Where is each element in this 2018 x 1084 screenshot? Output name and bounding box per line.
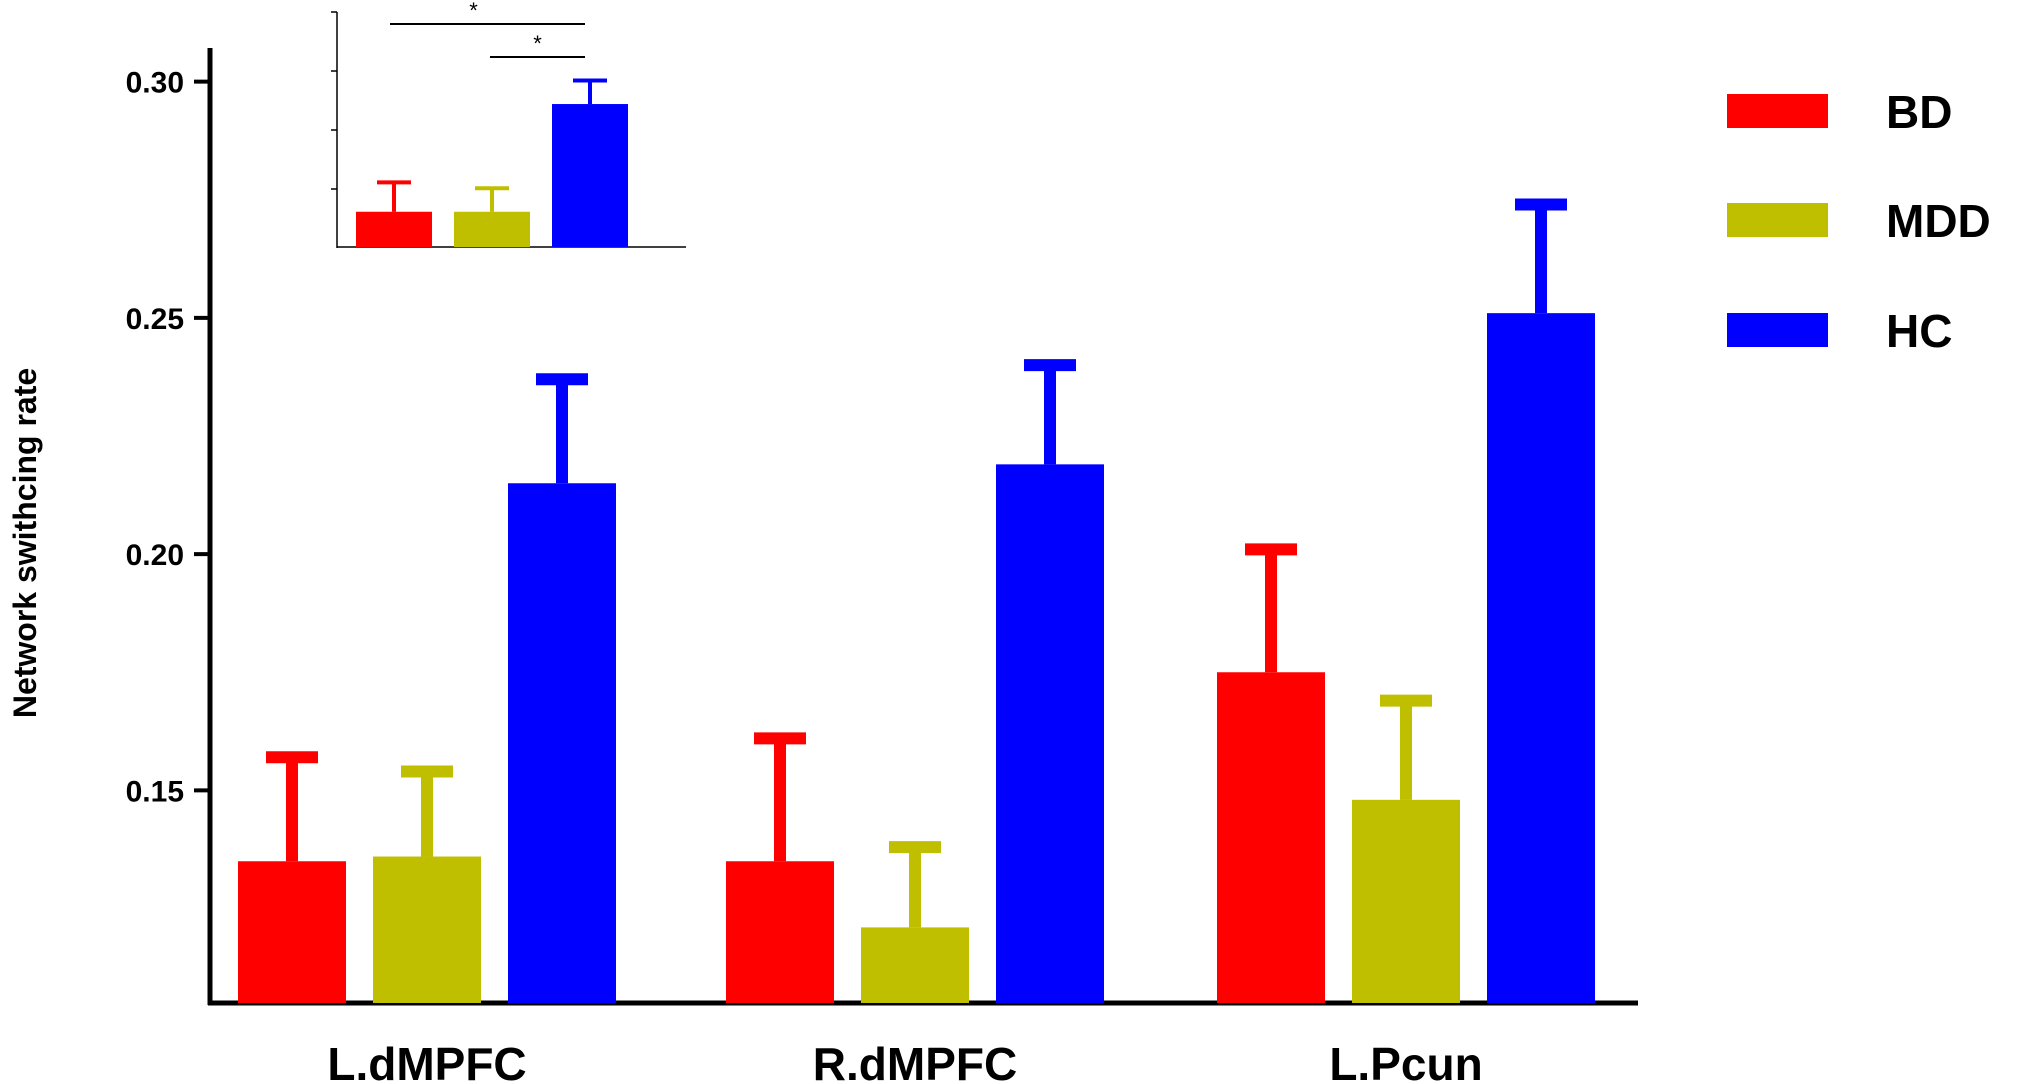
- legend-swatch-hc: [1727, 313, 1828, 347]
- y-tick-label: 0.25: [126, 303, 184, 336]
- bar-mdd: [373, 856, 481, 1003]
- y-tick-label: 0.15: [126, 775, 184, 808]
- inset-bar-mdd: [454, 211, 530, 247]
- y-tick-label: 0.20: [126, 539, 184, 572]
- bar-bd: [726, 861, 834, 1003]
- y-axis-title: Network swithcing rate: [7, 368, 43, 718]
- legend-label-bd: BD: [1886, 86, 1952, 138]
- x-category-label: R.dMPFC: [813, 1038, 1017, 1084]
- bar-hc: [508, 483, 616, 1003]
- legend-swatch-bd: [1727, 94, 1828, 128]
- legend-label-hc: HC: [1886, 305, 1952, 357]
- bar-mdd: [1352, 799, 1460, 1003]
- bar-hc: [996, 464, 1104, 1004]
- chart-legend: BD MDD HC: [1727, 86, 1991, 357]
- bar-bd: [1217, 672, 1325, 1003]
- chart-bars: L.dMPFC R.dMPFC L.Pcun: [238, 198, 1595, 1084]
- x-category-label: L.Pcun: [1329, 1038, 1482, 1084]
- legend-swatch-mdd: [1727, 203, 1828, 237]
- significance-label: *: [533, 31, 542, 56]
- inset-bar-hc: [552, 104, 628, 248]
- inset-bar-bd: [356, 211, 432, 247]
- inset-chart: **: [331, 0, 686, 248]
- legend-label-mdd: MDD: [1886, 195, 1991, 247]
- bar-hc: [1487, 313, 1595, 1003]
- x-category-label: L.dMPFC: [327, 1038, 526, 1084]
- y-tick-label: 0.30: [126, 67, 184, 100]
- bar-bd: [238, 861, 346, 1003]
- bar-mdd: [861, 927, 969, 1003]
- significance-label: *: [469, 0, 478, 23]
